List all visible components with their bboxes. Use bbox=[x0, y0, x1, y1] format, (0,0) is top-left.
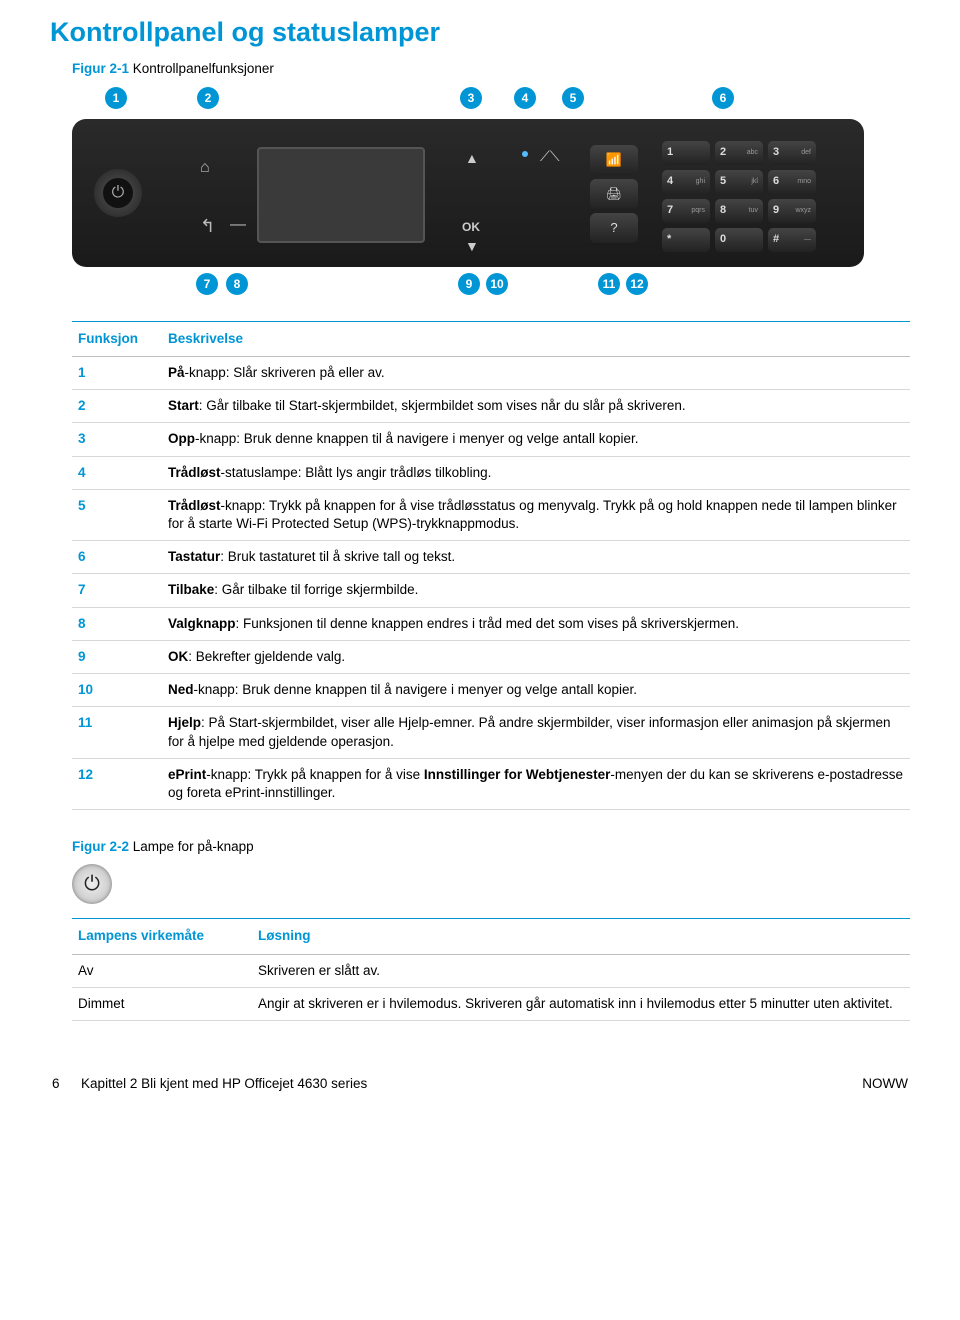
table-row: AvSkriveren er slått av. bbox=[72, 954, 910, 987]
display-screen bbox=[257, 147, 425, 243]
table-row: 12ePrint-knapp: Trykk på knappen for å v… bbox=[72, 758, 910, 809]
row-description: Ned-knapp: Bruk denne knappen til å navi… bbox=[162, 674, 910, 707]
row-number: 4 bbox=[72, 456, 162, 489]
table-row: 6Tastatur: Bruk tastaturet til å skrive … bbox=[72, 541, 910, 574]
row-description: Trådløst-statuslampe: Blått lys angir tr… bbox=[162, 456, 910, 489]
keypad-key: 3def bbox=[768, 141, 816, 165]
table-row: 2Start: Går tilbake til Start-skjermbild… bbox=[72, 390, 910, 423]
down-arrow-icon: ▼ bbox=[465, 237, 479, 256]
eprint-button: 🖨 bbox=[590, 179, 638, 209]
row-description: Valgknapp: Funksjonen til denne knappen … bbox=[162, 607, 910, 640]
wireless-button: 📶 bbox=[590, 145, 638, 175]
control-panel-diagram: 1 2 3 4 5 6 ⏻ ⌂ ↰ — ▲ OK ▼ ⟋⟍ 📶 🖨 ? 12ab… bbox=[72, 87, 910, 303]
keypad-key: 8tuv bbox=[715, 199, 763, 223]
home-icon: ⌂ bbox=[200, 157, 210, 179]
row-number: 3 bbox=[72, 423, 162, 456]
keypad-key: #— bbox=[768, 228, 816, 252]
table-row: 9OK: Bekrefter gjeldende valg. bbox=[72, 640, 910, 673]
lamp-mode: Av bbox=[72, 954, 252, 987]
page-number: 6 bbox=[52, 1076, 60, 1091]
row-number: 8 bbox=[72, 607, 162, 640]
callout-8: 8 bbox=[226, 273, 248, 295]
callout-3: 3 bbox=[460, 87, 482, 109]
figure-1-caption: Figur 2-1 Kontrollpanelfunksjoner bbox=[72, 60, 910, 78]
row-number: 11 bbox=[72, 707, 162, 758]
page-title: Kontrollpanel og statuslamper bbox=[50, 14, 910, 50]
lamp-table: Lampens virkemåte Løsning AvSkriveren er… bbox=[72, 918, 910, 1021]
row-number: 5 bbox=[72, 489, 162, 540]
footer-right: NOWW bbox=[862, 1075, 908, 1093]
select-icon: — bbox=[230, 214, 246, 236]
col-beskrivelse: Beskrivelse bbox=[162, 321, 910, 356]
power-lamp-icon: ⏻ bbox=[72, 864, 112, 904]
table-row: DimmetAngir at skriveren er i hvilemodus… bbox=[72, 987, 910, 1020]
callout-9: 9 bbox=[458, 273, 480, 295]
row-number: 12 bbox=[72, 758, 162, 809]
back-icon: ↰ bbox=[200, 214, 215, 238]
keypad-key: 9wxyz bbox=[768, 199, 816, 223]
printer-control-panel: ⏻ ⌂ ↰ — ▲ OK ▼ ⟋⟍ 📶 🖨 ? 12abc3def 4ghi5jk… bbox=[72, 119, 864, 267]
table-row: 11Hjelp: På Start-skjermbildet, viser al… bbox=[72, 707, 910, 758]
row-description: Tastatur: Bruk tastaturet til å skrive t… bbox=[162, 541, 910, 574]
row-description: Hjelp: På Start-skjermbildet, viser alle… bbox=[162, 707, 910, 758]
table-row: 7Tilbake: Går tilbake til forrige skjerm… bbox=[72, 574, 910, 607]
row-description: OK: Bekrefter gjeldende valg. bbox=[162, 640, 910, 673]
table-row: 10Ned-knapp: Bruk denne knappen til å na… bbox=[72, 674, 910, 707]
row-description: Opp-knapp: Bruk denne knappen til å navi… bbox=[162, 423, 910, 456]
row-description: Tilbake: Går tilbake til forrige skjermb… bbox=[162, 574, 910, 607]
keypad-key: 4ghi bbox=[662, 170, 710, 194]
table-row: 4Trådløst-statuslampe: Blått lys angir t… bbox=[72, 456, 910, 489]
power-button: ⏻ bbox=[94, 169, 142, 217]
keypad-key: 0 bbox=[715, 228, 763, 252]
row-description: Trådløst-knapp: Trykk på knappen for å v… bbox=[162, 489, 910, 540]
callout-6: 6 bbox=[712, 87, 734, 109]
callout-12: 12 bbox=[626, 273, 648, 295]
row-number: 9 bbox=[72, 640, 162, 673]
row-number: 6 bbox=[72, 541, 162, 574]
help-button: ? bbox=[590, 213, 638, 243]
lamp-mode: Dimmet bbox=[72, 987, 252, 1020]
keypad-key: 2abc bbox=[715, 141, 763, 165]
keypad-key: 7pqrs bbox=[662, 199, 710, 223]
wireless-led bbox=[522, 151, 528, 157]
row-number: 10 bbox=[72, 674, 162, 707]
row-number: 2 bbox=[72, 390, 162, 423]
shortcut-buttons: 📶 🖨 ? bbox=[590, 145, 638, 247]
table-row: 3Opp-knapp: Bruk denne knappen til å nav… bbox=[72, 423, 910, 456]
callout-5: 5 bbox=[562, 87, 584, 109]
row-description: På-knapp: Slår skriveren på eller av. bbox=[162, 356, 910, 389]
callout-4: 4 bbox=[514, 87, 536, 109]
lamp-desc: Angir at skriveren er i hvilemodus. Skri… bbox=[252, 987, 910, 1020]
row-description: Start: Går tilbake til Start-skjermbilde… bbox=[162, 390, 910, 423]
callout-10: 10 bbox=[486, 273, 508, 295]
row-number: 7 bbox=[72, 574, 162, 607]
callout-11: 11 bbox=[598, 273, 620, 295]
callout-1: 1 bbox=[105, 87, 127, 109]
col-funksjon: Funksjon bbox=[72, 321, 162, 356]
col-solution: Løsning bbox=[252, 919, 910, 954]
up-arrow-icon: ▲ bbox=[465, 149, 479, 168]
figure-2-caption: Figur 2-2 Lampe for på-knapp bbox=[72, 838, 910, 856]
keypad-key: 1 bbox=[662, 141, 710, 165]
numeric-keypad: 12abc3def 4ghi5jkl6mno 7pqrs8tuv9wxyz *0#— bbox=[662, 141, 816, 252]
col-mode: Lampens virkemåte bbox=[72, 919, 252, 954]
ok-label: OK bbox=[462, 219, 480, 235]
keypad-key: 5jkl bbox=[715, 170, 763, 194]
row-description: ePrint-knapp: Trykk på knappen for å vis… bbox=[162, 758, 910, 809]
table-row: 1På-knapp: Slår skriveren på eller av. bbox=[72, 356, 910, 389]
callout-2: 2 bbox=[197, 87, 219, 109]
row-number: 1 bbox=[72, 356, 162, 389]
callout-7: 7 bbox=[196, 273, 218, 295]
table-row: 5Trådløst-knapp: Trykk på knappen for å … bbox=[72, 489, 910, 540]
lamp-desc: Skriveren er slått av. bbox=[252, 954, 910, 987]
keypad-key: * bbox=[662, 228, 710, 252]
table-row: 8Valgknapp: Funksjonen til denne knappen… bbox=[72, 607, 910, 640]
page-footer: 6 Kapittel 2 Bli kjent med HP Officejet … bbox=[50, 1075, 910, 1093]
chapter-label: Kapittel 2 Bli kjent med HP Officejet 46… bbox=[81, 1076, 367, 1091]
wireless-icon: ⟋⟍ bbox=[540, 147, 560, 166]
keypad-key: 6mno bbox=[768, 170, 816, 194]
functions-table: Funksjon Beskrivelse 1På-knapp: Slår skr… bbox=[72, 321, 910, 811]
